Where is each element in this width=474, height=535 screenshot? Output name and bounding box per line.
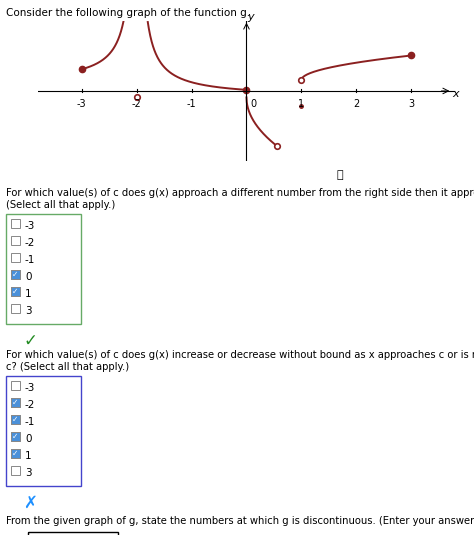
Text: 1: 1 xyxy=(25,451,32,461)
Text: 3: 3 xyxy=(25,306,32,316)
Bar xyxy=(11,270,20,279)
Bar xyxy=(6,376,81,486)
Bar xyxy=(11,398,20,407)
Bar xyxy=(11,219,20,228)
Text: c? (Select all that apply.): c? (Select all that apply.) xyxy=(6,362,129,372)
Text: ✓: ✓ xyxy=(12,398,18,407)
Text: -3: -3 xyxy=(25,383,36,393)
Text: 0: 0 xyxy=(250,98,256,109)
Text: -2: -2 xyxy=(25,238,36,248)
Text: ✓: ✓ xyxy=(12,287,18,296)
Bar xyxy=(11,415,20,424)
Text: -1: -1 xyxy=(187,98,196,109)
Bar xyxy=(11,449,20,458)
Text: 3: 3 xyxy=(408,98,414,109)
Bar xyxy=(11,466,20,475)
Text: 0: 0 xyxy=(25,272,31,282)
Bar xyxy=(11,449,20,458)
Text: -1: -1 xyxy=(25,255,36,265)
Text: -2: -2 xyxy=(132,98,142,109)
Text: ⓘ: ⓘ xyxy=(337,170,343,180)
Text: -1: -1 xyxy=(25,417,36,427)
Text: ✗: ✗ xyxy=(23,494,37,512)
Text: For which value(s) of c does g(x) approach a different number from the right sid: For which value(s) of c does g(x) approa… xyxy=(6,188,474,198)
Text: y: y xyxy=(247,12,254,22)
Text: -2: -2 xyxy=(25,400,36,410)
Text: From the given graph of g, state the numbers at which g is discontinuous. (Enter: From the given graph of g, state the num… xyxy=(6,516,474,526)
Text: ✓: ✓ xyxy=(126,532,139,535)
Bar xyxy=(11,287,20,296)
Text: ✓: ✓ xyxy=(12,432,18,441)
Text: 0: 0 xyxy=(25,434,31,444)
Bar xyxy=(11,381,20,390)
Bar xyxy=(11,287,20,296)
Text: (Select all that apply.): (Select all that apply.) xyxy=(6,200,115,210)
Text: ✓: ✓ xyxy=(12,449,18,458)
Bar xyxy=(11,432,20,441)
Bar xyxy=(11,236,20,245)
Text: 1: 1 xyxy=(25,289,32,299)
Text: 3: 3 xyxy=(25,468,32,478)
Text: 2: 2 xyxy=(353,98,359,109)
Bar xyxy=(6,214,81,324)
Bar xyxy=(28,532,118,535)
Text: ✓: ✓ xyxy=(23,332,37,350)
Text: -3: -3 xyxy=(77,98,87,109)
Text: Consider the following graph of the function g.: Consider the following graph of the func… xyxy=(6,8,250,18)
Text: For which value(s) of c does g(x) increase or decrease without bound as x approa: For which value(s) of c does g(x) increa… xyxy=(6,350,474,360)
Text: ✓: ✓ xyxy=(12,270,18,279)
Bar xyxy=(11,415,20,424)
Bar xyxy=(11,304,20,313)
Bar xyxy=(11,432,20,441)
Text: x: x xyxy=(452,89,459,98)
Text: ✓: ✓ xyxy=(12,415,18,424)
Text: 1: 1 xyxy=(298,98,304,109)
Text: -3: -3 xyxy=(25,221,36,231)
Bar xyxy=(11,270,20,279)
Bar xyxy=(11,253,20,262)
Bar xyxy=(11,398,20,407)
